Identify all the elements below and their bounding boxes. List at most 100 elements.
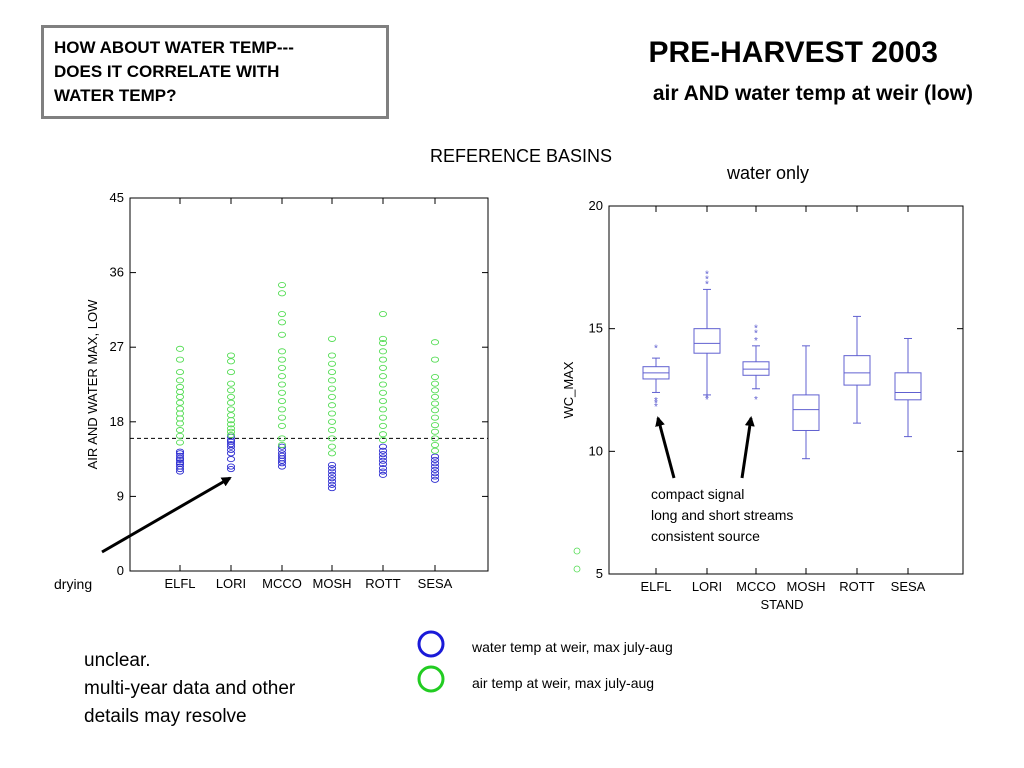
left-scatter-chart: 0 9 18 27 36 45 ELFL LORI MCCO MOSH ROTT SESA AIR AN… <box>85 190 489 591</box>
air-point <box>430 356 440 363</box>
water-point <box>378 451 388 458</box>
air-point <box>226 428 236 435</box>
air-point <box>175 345 185 352</box>
air-point <box>430 422 440 429</box>
air-point <box>378 431 388 438</box>
air-point <box>175 393 185 400</box>
air-point <box>277 310 287 318</box>
air-point <box>277 356 287 363</box>
plot-frame <box>608 205 964 575</box>
box-body <box>894 372 922 401</box>
water-point <box>226 441 236 448</box>
air-point <box>378 389 388 396</box>
right-chart-note: water only <box>727 163 810 183</box>
box-outlier: * <box>754 395 758 406</box>
air-point <box>277 435 287 442</box>
x-tick-label: MCCO <box>736 579 776 594</box>
air-point <box>327 352 337 359</box>
box-outlier: * <box>705 275 709 286</box>
box-body <box>792 394 820 431</box>
air-point <box>430 400 440 407</box>
y-tick-label: 0 <box>117 563 124 578</box>
water-point <box>226 465 236 473</box>
x-tick-label: ELFL <box>640 579 671 594</box>
air-point <box>327 393 337 400</box>
water-point <box>277 450 287 457</box>
air-point <box>277 406 287 413</box>
bottom-note-line: details may resolve <box>84 706 247 727</box>
water-point <box>327 461 337 468</box>
page-subtitle: air AND water temp at weir (low) <box>652 82 973 105</box>
air-point <box>378 381 388 388</box>
air-point <box>430 380 440 387</box>
air-point <box>430 387 440 394</box>
water-point <box>430 453 440 460</box>
air-point <box>378 422 388 429</box>
water-point <box>327 485 337 492</box>
air-point <box>277 398 287 405</box>
water-point <box>327 478 337 485</box>
y-tick-label: 45 <box>110 190 124 205</box>
air-point <box>430 407 440 414</box>
legend-label-water: water temp at weir, max july-aug <box>472 639 673 655</box>
box-outlier: * <box>754 329 758 340</box>
water-point <box>378 471 388 478</box>
air-point <box>327 418 337 425</box>
air-point <box>378 398 388 405</box>
bottom-note-line: unclear. <box>84 650 151 671</box>
air-point <box>175 415 185 422</box>
air-point <box>430 447 440 454</box>
air-point <box>430 428 440 435</box>
bottom-note-line: multi-year data and other <box>84 678 296 699</box>
annotation-text: consistent source <box>651 528 760 544</box>
stray-point <box>573 547 581 555</box>
water-point <box>378 461 388 468</box>
box-outlier: * <box>705 395 709 406</box>
air-point <box>277 381 287 388</box>
air-point <box>277 364 287 371</box>
annotation-arrow <box>740 416 755 479</box>
x-tick-label: ROTT <box>839 579 874 594</box>
air-point <box>226 358 236 365</box>
air-point <box>378 436 388 444</box>
water-point <box>430 466 440 473</box>
air-point <box>327 335 337 342</box>
box-outlier: * <box>654 396 658 407</box>
air-point <box>175 399 185 406</box>
box-outlier: * <box>705 270 709 281</box>
y-tick-label: 10 <box>589 443 603 458</box>
y-tick-label: 20 <box>589 198 603 213</box>
x-tick-label: SESA <box>418 576 453 591</box>
air-point <box>226 380 236 387</box>
air-point <box>175 356 185 363</box>
x-tick-label: SESA <box>891 579 926 594</box>
air-point <box>226 425 236 432</box>
question-line: DOES IT CORRELATE WITH <box>54 62 280 81</box>
air-point <box>327 435 337 442</box>
air-point <box>226 406 236 413</box>
air-point <box>327 402 337 409</box>
air-point <box>327 360 337 367</box>
air-point <box>327 377 337 384</box>
water-point <box>327 481 337 488</box>
air-point <box>378 348 388 355</box>
annotation-arrow <box>655 416 676 479</box>
air-point <box>277 319 287 326</box>
box-outlier: * <box>705 392 709 403</box>
box-body <box>843 355 871 386</box>
air-point <box>175 388 185 396</box>
water-point <box>277 463 287 470</box>
water-point <box>175 448 185 455</box>
water-point <box>175 463 185 470</box>
y-axis-label: WC_MAX <box>561 361 576 418</box>
air-point <box>226 352 236 359</box>
water-point <box>430 470 440 477</box>
box-body <box>742 361 770 376</box>
y-tick-label: 15 <box>589 321 603 336</box>
water-point <box>226 446 236 454</box>
legend-label-air: air temp at weir, max july-aug <box>472 675 655 691</box>
air-point <box>327 450 337 457</box>
annotation-text: compact signal <box>651 486 744 502</box>
x-tick-label: LORI <box>216 576 246 591</box>
y-tick-label: 9 <box>117 488 124 503</box>
